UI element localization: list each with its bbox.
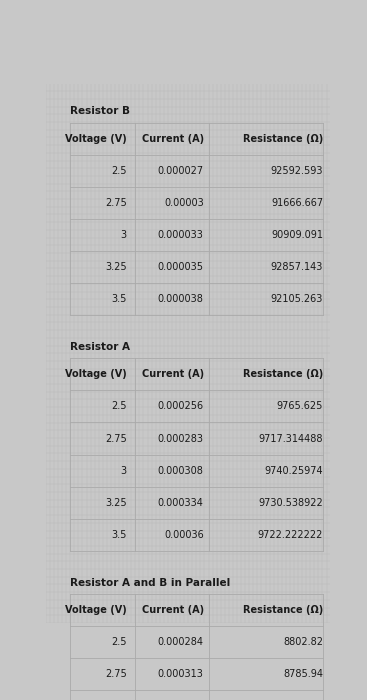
Text: 0.000256: 0.000256 bbox=[157, 402, 204, 412]
Text: 2.5: 2.5 bbox=[112, 402, 127, 412]
Text: Resistor A: Resistor A bbox=[70, 342, 130, 352]
Text: Voltage (V): Voltage (V) bbox=[65, 134, 127, 143]
Text: 91666.667: 91666.667 bbox=[271, 198, 323, 208]
Text: Voltage (V): Voltage (V) bbox=[65, 605, 127, 615]
Text: 3: 3 bbox=[121, 230, 127, 240]
Text: 2.75: 2.75 bbox=[105, 669, 127, 679]
Text: 3.5: 3.5 bbox=[112, 294, 127, 304]
Text: 92857.143: 92857.143 bbox=[271, 262, 323, 272]
Text: 0.000027: 0.000027 bbox=[157, 166, 204, 176]
Text: 90909.091: 90909.091 bbox=[271, 230, 323, 240]
Text: 0.000308: 0.000308 bbox=[158, 466, 204, 475]
Text: 0.000283: 0.000283 bbox=[158, 433, 204, 444]
Text: Resistor A and B in Parallel: Resistor A and B in Parallel bbox=[70, 578, 230, 587]
Text: 0.000313: 0.000313 bbox=[158, 669, 204, 679]
Text: 3: 3 bbox=[121, 466, 127, 475]
Text: Resistance (Ω): Resistance (Ω) bbox=[243, 134, 323, 143]
Text: 3.25: 3.25 bbox=[105, 262, 127, 272]
Text: 9740.25974: 9740.25974 bbox=[265, 466, 323, 475]
Text: 0.000035: 0.000035 bbox=[158, 262, 204, 272]
Text: 0.000033: 0.000033 bbox=[158, 230, 204, 240]
Text: 2.5: 2.5 bbox=[112, 637, 127, 647]
Text: 92105.263: 92105.263 bbox=[271, 294, 323, 304]
Text: 2.75: 2.75 bbox=[105, 198, 127, 208]
Text: 2.5: 2.5 bbox=[112, 166, 127, 176]
Text: 92592.593: 92592.593 bbox=[271, 166, 323, 176]
Text: 9717.314488: 9717.314488 bbox=[259, 433, 323, 444]
Text: 8785.94: 8785.94 bbox=[283, 669, 323, 679]
Text: 0.000334: 0.000334 bbox=[158, 498, 204, 508]
Text: 9730.538922: 9730.538922 bbox=[258, 498, 323, 508]
Text: 9765.625: 9765.625 bbox=[277, 402, 323, 412]
Text: Current (A): Current (A) bbox=[142, 370, 204, 379]
Text: 0.00003: 0.00003 bbox=[164, 198, 204, 208]
Text: 9722.222222: 9722.222222 bbox=[258, 530, 323, 540]
Text: Resistor B: Resistor B bbox=[70, 106, 130, 116]
Text: 2.75: 2.75 bbox=[105, 433, 127, 444]
Text: Resistance (Ω): Resistance (Ω) bbox=[243, 605, 323, 615]
Text: 0.000038: 0.000038 bbox=[158, 294, 204, 304]
Text: 0.000284: 0.000284 bbox=[158, 637, 204, 647]
Text: 3.5: 3.5 bbox=[112, 530, 127, 540]
Text: Resistance (Ω): Resistance (Ω) bbox=[243, 370, 323, 379]
Text: Current (A): Current (A) bbox=[142, 605, 204, 615]
Text: 8802.82: 8802.82 bbox=[283, 637, 323, 647]
Text: Current (A): Current (A) bbox=[142, 134, 204, 143]
Text: 0.00036: 0.00036 bbox=[164, 530, 204, 540]
Text: 3.25: 3.25 bbox=[105, 498, 127, 508]
Text: Voltage (V): Voltage (V) bbox=[65, 370, 127, 379]
